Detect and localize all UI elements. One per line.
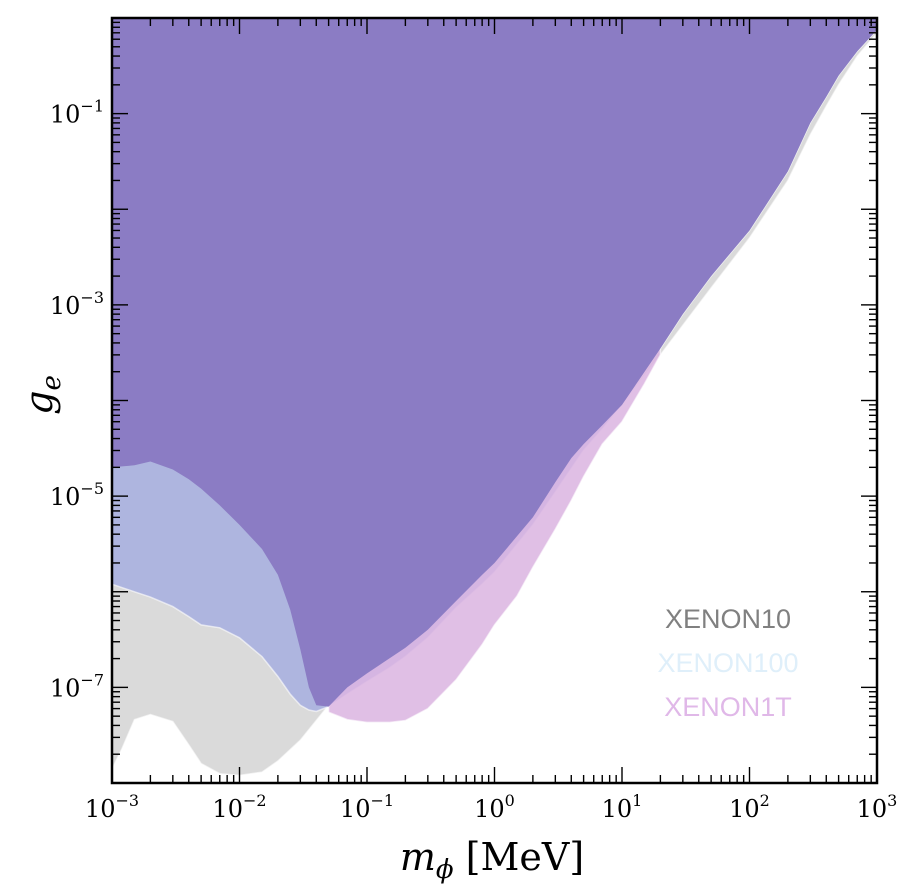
x-tick-label: 10−3 <box>85 791 139 823</box>
x-tick-label: 100 <box>474 791 515 823</box>
x-tick-label: 10−1 <box>340 791 394 823</box>
legend: XENON10 XENON100 XENON1T <box>657 604 798 722</box>
y-axis-title: ge <box>17 375 67 415</box>
x-tick-label: 103 <box>857 791 898 823</box>
legend-entry-xenon100: XENON100 <box>657 648 798 678</box>
x-axis-title-base: m <box>400 835 436 879</box>
legend-entry-xenon10: XENON10 <box>665 604 791 634</box>
plot-frame <box>110 16 879 785</box>
x-tick-label: 101 <box>602 791 643 823</box>
y-axis-title-sub: e <box>37 375 67 390</box>
x-tick-label: 10−2 <box>212 791 266 823</box>
x-axis-title: mϕ [MeV] <box>400 835 584 885</box>
y-tick-label: 10−5 <box>50 479 104 511</box>
y-tick-label: 10−1 <box>50 97 104 129</box>
region-combined <box>112 18 877 707</box>
tick-labels: 10−3 10−2 10−1 100 101 102 103 10−7 10−5 10−3 10−1 <box>50 97 898 823</box>
x-axis-title-sub: ϕ <box>436 855 454 885</box>
exclusion-regions <box>112 18 877 777</box>
y-axis-title-base: g <box>17 391 61 415</box>
legend-entry-xenon1t: XENON1T <box>664 692 792 722</box>
y-tick-label: 10−3 <box>50 288 104 320</box>
x-axis-title-unit: [MeV] <box>454 835 585 879</box>
x-tick-label: 102 <box>729 791 770 823</box>
y-tick-label: 10−7 <box>50 670 104 702</box>
